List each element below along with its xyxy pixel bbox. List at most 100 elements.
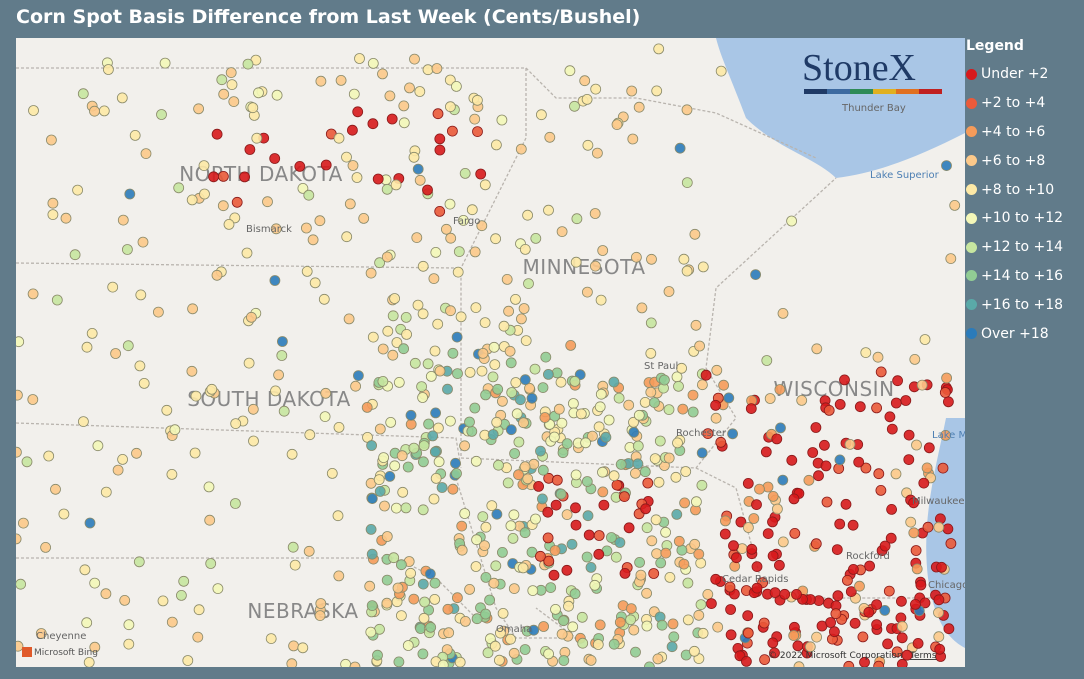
location-dot (641, 587, 652, 599)
location-dot (390, 179, 402, 191)
location-dot (639, 396, 651, 408)
location-dot (417, 392, 429, 403)
location-dot (366, 440, 378, 451)
location-dot (332, 510, 344, 522)
location-dot (92, 440, 104, 452)
location-dot (377, 375, 389, 387)
location-dot (724, 581, 736, 593)
location-dot (793, 661, 805, 667)
location-dot (549, 545, 561, 556)
location-dot (326, 467, 338, 479)
location-dot (218, 88, 230, 100)
location-dot (374, 485, 386, 497)
location-dot (276, 350, 288, 361)
location-dot (393, 656, 405, 667)
location-dot (78, 416, 89, 428)
location-dot (677, 403, 689, 415)
location-dot (655, 557, 667, 569)
location-dot (911, 563, 923, 575)
place-label: Cedar Rapids (722, 574, 788, 585)
location-dot (216, 74, 228, 86)
location-dot (857, 631, 869, 643)
location-dot (903, 429, 915, 441)
location-dot (590, 260, 601, 272)
location-dot (377, 68, 388, 80)
location-dot (544, 131, 556, 143)
location-dot (384, 90, 396, 102)
location-dot (269, 153, 281, 164)
location-dot (933, 607, 944, 618)
location-dot (444, 415, 456, 427)
legend-item: +4 to +6 (966, 118, 1063, 147)
location-dot (651, 548, 662, 559)
location-dot (156, 109, 167, 120)
location-dot (879, 605, 891, 616)
location-dot (788, 493, 800, 505)
location-dot (777, 307, 789, 319)
location-dot (401, 328, 413, 340)
location-dot (301, 265, 313, 277)
location-dot (696, 479, 708, 491)
location-dot (933, 631, 945, 643)
location-dot (491, 416, 503, 428)
location-dot (872, 351, 884, 363)
location-dot (243, 357, 255, 369)
location-dot (767, 490, 779, 502)
location-dot (689, 645, 700, 657)
location-dot (248, 435, 259, 447)
location-dot (27, 288, 39, 300)
location-dot (819, 439, 830, 451)
location-dot (117, 214, 129, 226)
location-dot (550, 604, 561, 615)
location-dot (16, 336, 25, 348)
location-dot (77, 88, 89, 100)
location-dot (335, 75, 347, 86)
location-dot (444, 198, 456, 210)
location-dot (505, 357, 517, 369)
location-dot (678, 253, 690, 265)
location-dot (580, 437, 591, 449)
location-dot (742, 477, 754, 489)
location-dot (579, 75, 591, 87)
location-dot (352, 106, 364, 118)
location-dot (598, 499, 610, 511)
location-dot (759, 654, 770, 665)
location-dot (405, 418, 417, 430)
location-dot (853, 456, 865, 468)
location-dot (597, 245, 609, 256)
location-dot (524, 382, 535, 394)
location-dot (501, 273, 513, 285)
location-dot (459, 616, 471, 627)
location-dot (668, 631, 680, 643)
location-dot (788, 630, 800, 641)
location-dot (556, 417, 568, 429)
legend-swatch (966, 126, 977, 138)
location-dot (247, 102, 259, 114)
legend-swatch (966, 212, 977, 224)
location-dot (307, 234, 319, 246)
location-dot (903, 454, 915, 466)
location-dot (124, 188, 136, 200)
location-dot (489, 640, 501, 652)
location-dot (152, 306, 164, 318)
location-dot (315, 598, 327, 609)
location-dot (408, 442, 420, 454)
location-dot (610, 551, 622, 563)
location-dot (543, 648, 554, 660)
location-dot (697, 379, 708, 391)
location-dot (72, 184, 83, 196)
location-dot (459, 167, 471, 179)
location-dot (789, 527, 801, 539)
location-dot (558, 615, 569, 627)
location-dot (945, 253, 957, 265)
location-dot (492, 383, 504, 395)
location-dot (680, 466, 692, 477)
location-dot (640, 503, 651, 515)
state-label: NEBRASKA (247, 599, 358, 623)
location-dot (242, 58, 254, 70)
location-dot (98, 105, 110, 117)
location-dot (297, 642, 309, 654)
location-dot (212, 583, 224, 594)
location-dot (469, 113, 481, 125)
location-dot (493, 459, 504, 471)
